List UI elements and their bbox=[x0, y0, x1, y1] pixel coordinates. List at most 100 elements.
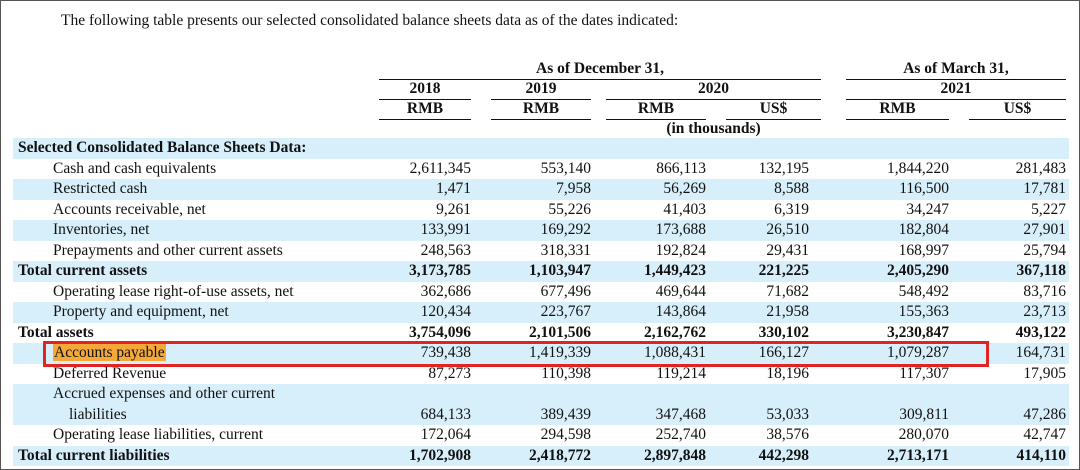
cell-value: 553,140 bbox=[481, 159, 591, 179]
row-label: Accrued expenses and other current bbox=[53, 384, 275, 404]
year-header: 2021 bbox=[846, 79, 1066, 100]
cell-value: 87,273 bbox=[361, 364, 471, 384]
cell-value: 5,227 bbox=[956, 200, 1066, 220]
row-label: Property and equipment, net bbox=[53, 302, 229, 322]
row-label: Accounts receivable, net bbox=[53, 200, 206, 220]
cell-value: 119,214 bbox=[596, 364, 706, 384]
year-header: 2020 bbox=[606, 79, 821, 100]
cell-value: 1,103,947 bbox=[481, 261, 591, 281]
cell-value: 173,688 bbox=[596, 220, 706, 240]
year-header: 2018 bbox=[379, 79, 471, 100]
cell-value: 47,286 bbox=[956, 405, 1066, 425]
row-label: Deferred Revenue bbox=[53, 364, 166, 384]
intro-text: The following table presents our selecte… bbox=[61, 11, 678, 31]
cell-value: 17,781 bbox=[956, 179, 1066, 199]
cell-value: 29,431 bbox=[699, 241, 809, 261]
cell-value: 442,298 bbox=[699, 446, 809, 466]
cell-value: 2,405,290 bbox=[839, 261, 949, 281]
cell-value: 21,958 bbox=[699, 302, 809, 322]
currency-header: RMB bbox=[491, 99, 591, 120]
cell-value: 38,576 bbox=[699, 425, 809, 445]
cell-value: 7,958 bbox=[481, 179, 591, 199]
cell-value: 2,418,772 bbox=[481, 446, 591, 466]
row-label: Total current assets bbox=[18, 261, 147, 281]
currency-header: RMB bbox=[846, 99, 949, 120]
cell-value: 223,767 bbox=[481, 302, 591, 322]
row-label: liabilities bbox=[69, 405, 127, 425]
cell-value: 166,127 bbox=[699, 343, 809, 363]
cell-value: 1,449,423 bbox=[596, 261, 706, 281]
cell-value: 1,702,908 bbox=[361, 446, 471, 466]
cell-value: 1,844,220 bbox=[839, 159, 949, 179]
unit-note: (in thousands) bbox=[606, 119, 821, 139]
cell-value: 2,713,171 bbox=[839, 446, 949, 466]
cell-value: 192,824 bbox=[596, 241, 706, 261]
row-label: Operating lease liabilities, current bbox=[53, 425, 263, 445]
section-title: Selected Consolidated Balance Sheets Dat… bbox=[18, 138, 306, 158]
row-label: Total assets bbox=[18, 323, 94, 343]
cell-value: 25,794 bbox=[956, 241, 1066, 261]
cell-value: 280,070 bbox=[839, 425, 949, 445]
group-header: As of March 31, bbox=[846, 59, 1066, 80]
cell-value: 143,864 bbox=[596, 302, 706, 322]
group-header: As of December 31, bbox=[379, 59, 821, 80]
cell-value: 684,133 bbox=[361, 405, 471, 425]
cell-value: 3,173,785 bbox=[361, 261, 471, 281]
cell-value: 117,307 bbox=[839, 364, 949, 384]
cell-value: 71,682 bbox=[699, 282, 809, 302]
cell-value: 367,118 bbox=[956, 261, 1066, 281]
cell-value: 116,500 bbox=[839, 179, 949, 199]
cell-value: 55,226 bbox=[481, 200, 591, 220]
cell-value: 53,033 bbox=[699, 405, 809, 425]
cell-value: 172,064 bbox=[361, 425, 471, 445]
cell-value: 294,598 bbox=[481, 425, 591, 445]
cell-value: 318,331 bbox=[481, 241, 591, 261]
cell-value: 1,419,339 bbox=[481, 343, 591, 363]
cell-value: 493,122 bbox=[956, 323, 1066, 343]
cell-value: 17,905 bbox=[956, 364, 1066, 384]
cell-value: 309,811 bbox=[839, 405, 949, 425]
cell-value: 27,901 bbox=[956, 220, 1066, 240]
currency-header: US$ bbox=[969, 99, 1066, 120]
cell-value: 182,804 bbox=[839, 220, 949, 240]
cell-value: 169,292 bbox=[481, 220, 591, 240]
cell-value: 42,747 bbox=[956, 425, 1066, 445]
cell-value: 414,110 bbox=[956, 446, 1066, 466]
cell-value: 34,247 bbox=[839, 200, 949, 220]
cell-value: 2,101,506 bbox=[481, 323, 591, 343]
cell-value: 330,102 bbox=[699, 323, 809, 343]
row-label: Inventories, net bbox=[53, 220, 149, 240]
row-label: Cash and cash equivalents bbox=[53, 159, 216, 179]
currency-header: US$ bbox=[726, 99, 821, 120]
row-label: Restricted cash bbox=[53, 179, 147, 199]
cell-value: 155,363 bbox=[839, 302, 949, 322]
cell-value: 132,195 bbox=[699, 159, 809, 179]
currency-header: RMB bbox=[606, 99, 706, 120]
row-label: Operating lease right-of-use assets, net bbox=[53, 282, 294, 302]
cell-value: 26,510 bbox=[699, 220, 809, 240]
cell-value: 2,897,848 bbox=[596, 446, 706, 466]
cell-value: 248,563 bbox=[361, 241, 471, 261]
cell-value: 18,196 bbox=[699, 364, 809, 384]
year-header: 2019 bbox=[491, 79, 591, 100]
cell-value: 133,991 bbox=[361, 220, 471, 240]
cell-value: 56,269 bbox=[596, 179, 706, 199]
cell-value: 548,492 bbox=[839, 282, 949, 302]
cell-value: 2,611,345 bbox=[361, 159, 471, 179]
cell-value: 41,403 bbox=[596, 200, 706, 220]
cell-value: 677,496 bbox=[481, 282, 591, 302]
currency-header: RMB bbox=[379, 99, 471, 120]
cell-value: 9,261 bbox=[361, 200, 471, 220]
cell-value: 469,644 bbox=[596, 282, 706, 302]
cell-value: 168,997 bbox=[839, 241, 949, 261]
cell-value: 2,162,762 bbox=[596, 323, 706, 343]
cell-value: 1,088,431 bbox=[596, 343, 706, 363]
cell-value: 3,230,847 bbox=[839, 323, 949, 343]
row-label: Prepayments and other current assets bbox=[53, 241, 283, 261]
cell-value: 221,225 bbox=[699, 261, 809, 281]
cell-value: 1,079,287 bbox=[839, 343, 949, 363]
cell-value: 362,686 bbox=[361, 282, 471, 302]
cell-value: 252,740 bbox=[596, 425, 706, 445]
cell-value: 866,113 bbox=[596, 159, 706, 179]
